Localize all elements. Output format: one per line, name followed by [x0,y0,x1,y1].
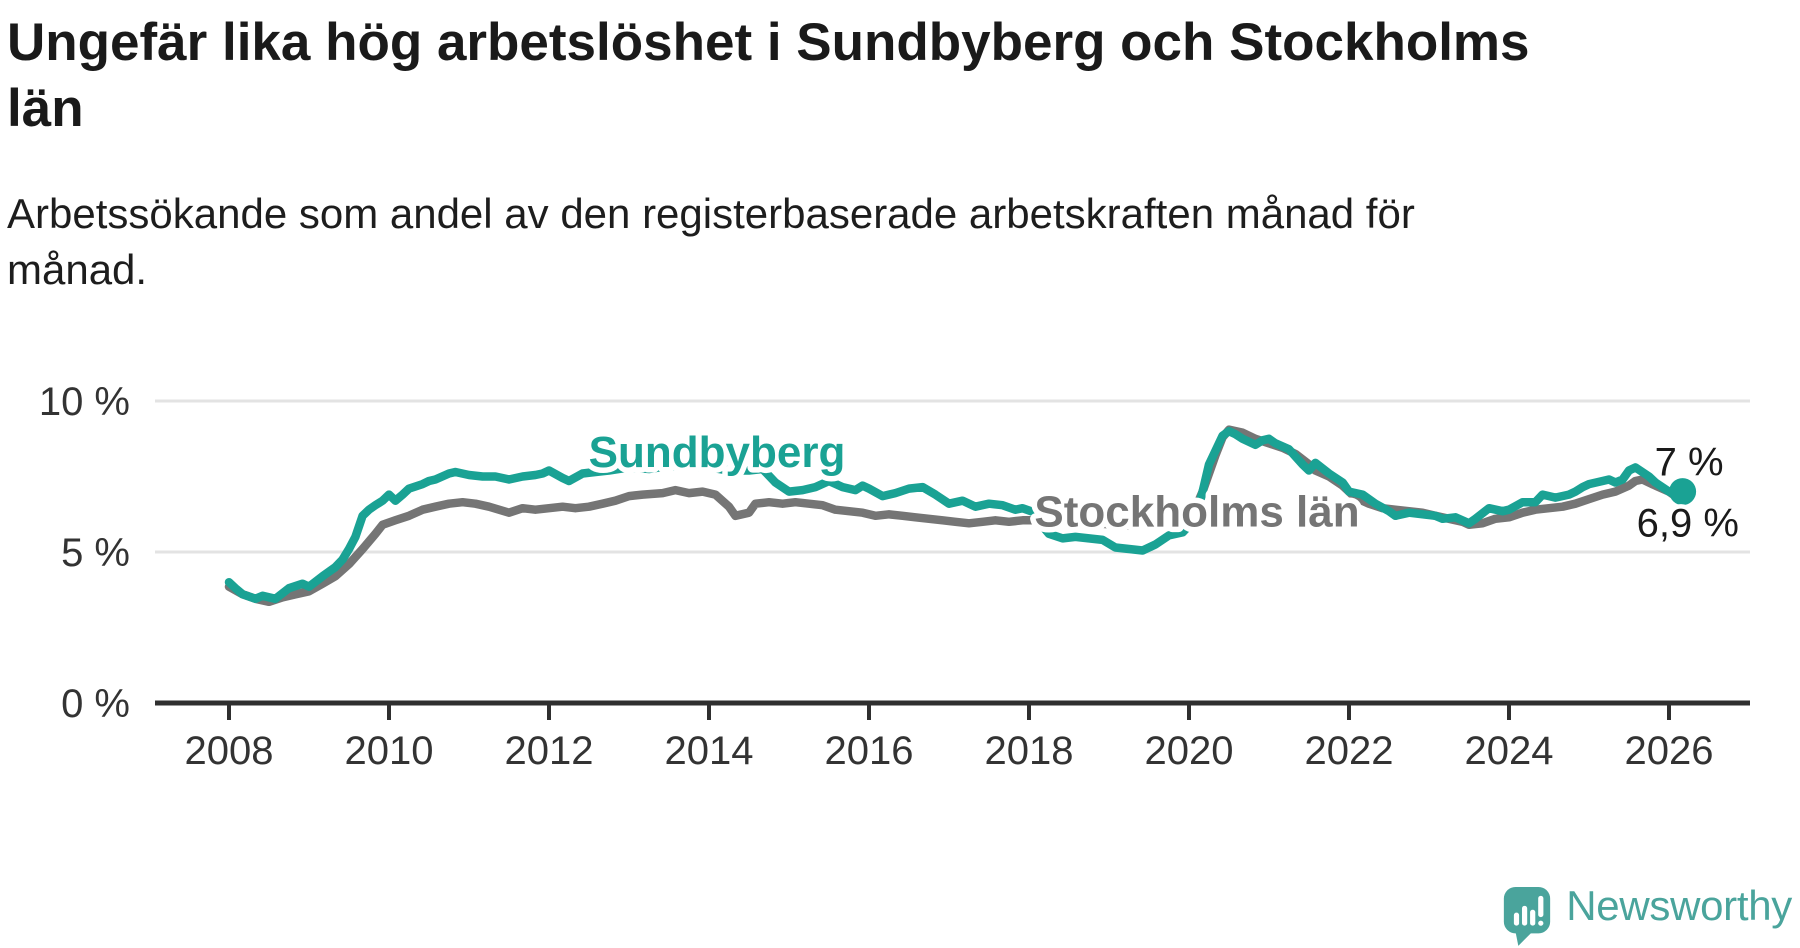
series-end-dot-sundbyberg [1669,478,1697,506]
x-axis-tick-label: 2010 [345,729,434,773]
newsworthy-logo: Newsworthy [1500,878,1792,948]
x-axis-tick-label: 2008 [185,729,274,773]
y-axis-tick-label: 10 % [39,380,130,424]
x-axis-tick-label: 2014 [665,729,754,773]
x-axis-tick-label: 2018 [985,729,1074,773]
chart-subtitle: Arbetssökande som andel av den registerb… [7,190,1415,293]
x-axis-tick-label: 2020 [1145,729,1234,773]
x-axis-tick-label: 2016 [825,729,914,773]
y-axis-tick-label: 5 % [61,531,130,575]
x-axis-tick-label: 2012 [505,729,594,773]
series-line-sundbyberg [224,426,1687,604]
series-end-value-label-sundbyberg: 7 % [1655,441,1724,485]
series-label-sundbyberg: Sundbyberg [589,428,846,477]
x-axis-tick-label: 2022 [1305,729,1394,773]
series-end-value-label-stockholms-län: 6,9 % [1637,502,1739,546]
y-axis-tick-label: 0 % [61,682,130,726]
series-line-stockholms-län [224,425,1687,607]
x-axis-tick-label: 2026 [1625,729,1714,773]
series-label-stockholms-län: Stockholms län [1034,487,1359,536]
page-title: Ungefär lika hög arbetslöshet i Sundbybe… [7,13,1530,138]
newsworthy-logo-icon [1504,887,1551,946]
x-axis-tick-label: 2024 [1465,729,1554,773]
newsworthy-logo-text: Newsworthy [1566,882,1792,929]
